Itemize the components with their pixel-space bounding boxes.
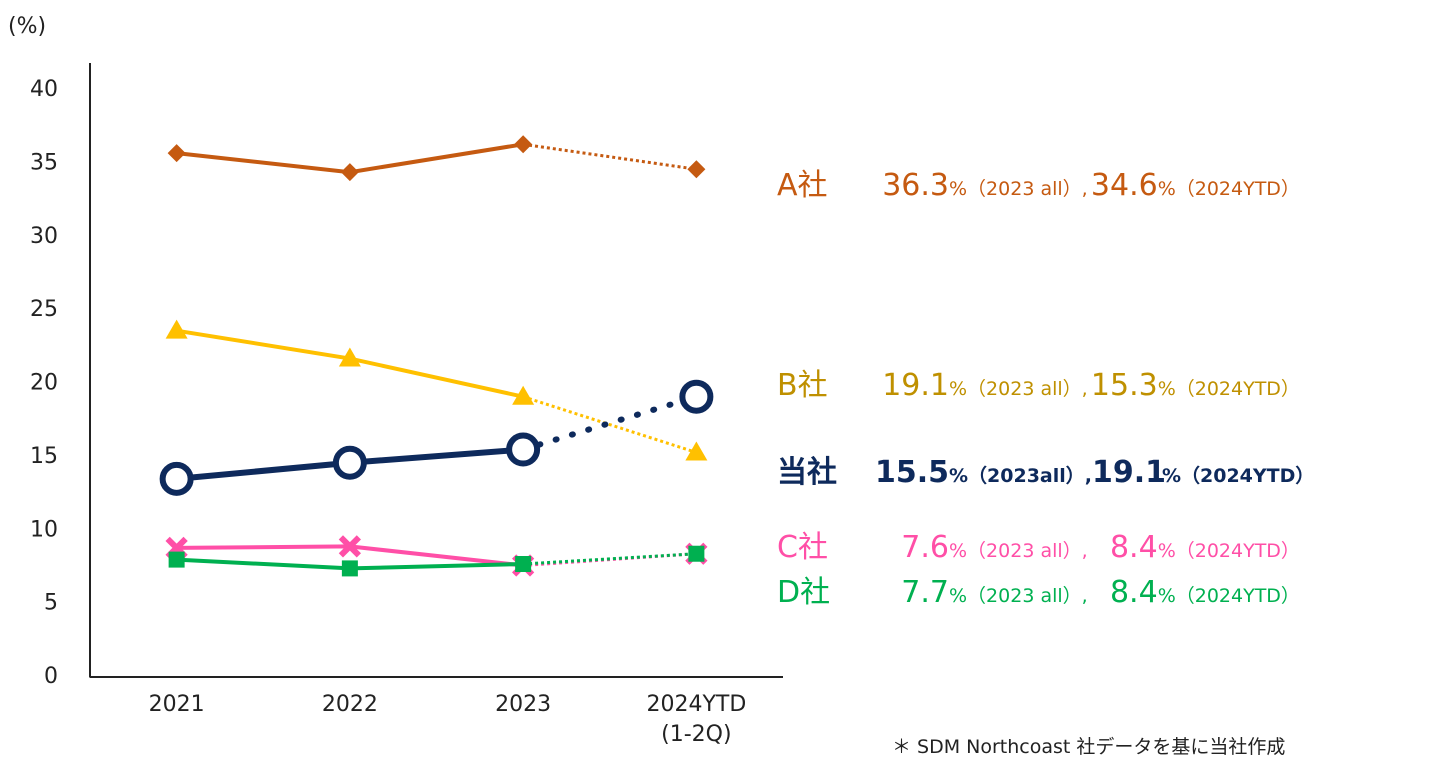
marker [167, 144, 186, 163]
y-tick-label: 35 [30, 150, 58, 175]
annotation-value: 19.1 [1091, 455, 1167, 490]
series-name: B社 [777, 368, 828, 403]
annotation-note: %（2023 all）, [949, 585, 1088, 607]
y-tick-label: 0 [44, 664, 58, 689]
y-axis-label: (%) [8, 14, 47, 39]
footnote: ＊ SDM Northcoast 社データを基に当社作成 [892, 736, 1286, 757]
x-tick-label: 2024YTD (1-2Q) [646, 692, 747, 747]
y-tick-label: 40 [30, 77, 58, 102]
y-tick-label: 25 [30, 297, 58, 322]
marker [506, 432, 541, 467]
marker [341, 560, 358, 577]
annotation-value: 8.4 [1109, 530, 1158, 565]
line-projection [523, 552, 697, 566]
annotation-note: %（2023all）, [949, 465, 1092, 487]
annotation-note: %（2023 all）, [949, 378, 1088, 400]
annotation-value: 36.3 [882, 168, 949, 203]
y-tick-label: 30 [30, 224, 58, 249]
marker [688, 545, 705, 562]
annotation-note: %（2024YTD） [1157, 540, 1300, 562]
annotation-value: 34.6 [1090, 168, 1158, 203]
series-name: 当社 [777, 455, 837, 490]
annotation: A社 36.3%（2023 all）, 34.6%（2024YTD） [777, 160, 1300, 204]
marker [168, 551, 185, 568]
marker [332, 445, 367, 480]
annotation-value: 15.3 [1090, 368, 1158, 403]
marker [514, 135, 533, 154]
annotation: 当社 15.5%（2023all）,19.1%（2024YTD） [777, 447, 1314, 491]
marker [165, 319, 188, 339]
y-tick-label: 10 [30, 517, 58, 542]
annotation-value: 7.7 [901, 575, 949, 610]
series-name: A社 [777, 168, 828, 203]
annotation-note: %（2024YTD） [1157, 585, 1300, 607]
marker [512, 385, 535, 405]
x-tick-label: 2022 [321, 692, 378, 717]
line-projection [522, 395, 697, 454]
annotation-value: 15.5 [874, 455, 949, 490]
annotation-value: 7.6 [901, 530, 949, 565]
marker [679, 379, 714, 414]
marker [338, 347, 361, 367]
y-tick-label: 15 [30, 444, 58, 469]
y-tick-label: 5 [44, 591, 58, 616]
y-tick-label: 20 [30, 371, 58, 396]
series-name: D社 [777, 575, 831, 610]
marker [159, 461, 194, 496]
annotation-value: 19.1 [882, 368, 949, 403]
series-name: C社 [777, 530, 828, 565]
annotation: C社 7.6%（2023 all）, 8.4%（2024YTD） [777, 522, 1300, 566]
line-projection [522, 142, 697, 171]
marker [338, 535, 361, 558]
marker [340, 163, 359, 182]
x-tick-label: 2021 [148, 692, 205, 717]
annotation: B社 19.1%（2023 all）, 15.3%（2024YTD） [777, 360, 1300, 404]
annotation-note: %（2023 all）, [949, 540, 1088, 562]
marker [687, 160, 706, 179]
annotation-note: %（2024YTD） [1157, 378, 1300, 400]
annotation-note: %（2023 all）, [949, 178, 1088, 200]
annotation-note: %（2024YTD） [1157, 178, 1300, 200]
annotation-note: %（2024YTD） [1161, 465, 1315, 487]
annotation-value: 8.4 [1109, 575, 1158, 610]
annotation: D社 7.7%（2023 all）, 8.4%（2024YTD） [777, 567, 1300, 611]
x-tick-label: 2023 [495, 692, 552, 717]
marker [685, 441, 708, 461]
line-projection [520, 393, 700, 453]
marker [515, 556, 532, 573]
